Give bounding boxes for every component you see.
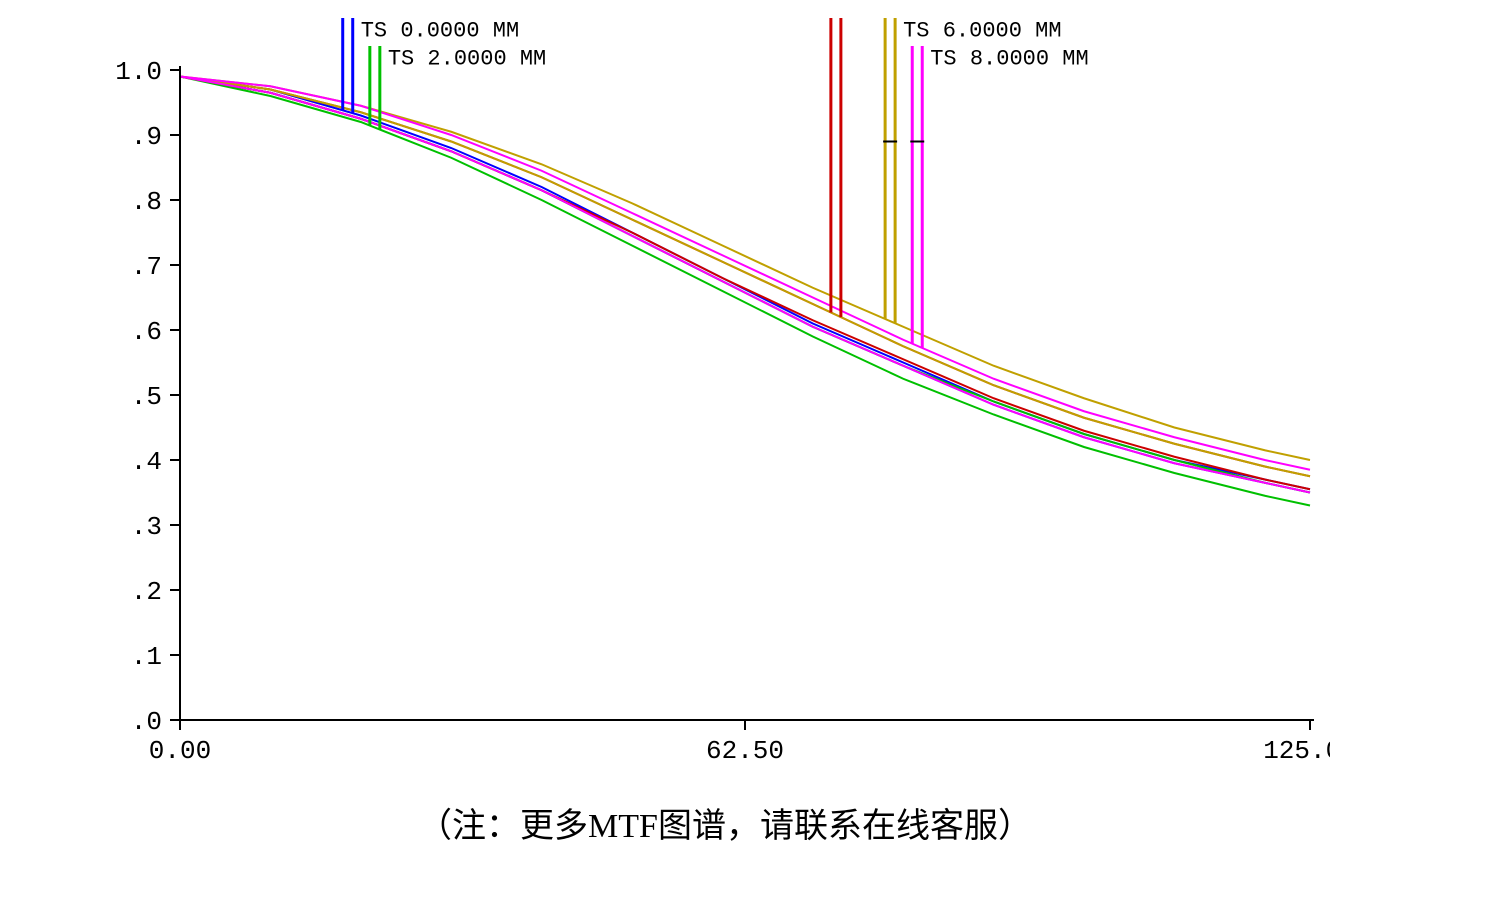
chart-caption: （注：更多MTF图谱，请联系在线客服） (70, 798, 1380, 847)
y-tick-label: .2 (131, 577, 162, 607)
y-tick-label: .1 (131, 642, 162, 672)
x-tick-label: 125.00 (1263, 736, 1330, 766)
y-tick-label: 1.0 (115, 57, 162, 87)
x-tick-label: 62.50 (706, 736, 784, 766)
y-tick-label: .3 (131, 512, 162, 542)
legend-label: TS 6.0000 MM (903, 19, 1061, 44)
y-tick-label: .4 (131, 447, 162, 477)
legend-label: TS 2.0000 MM (388, 47, 546, 72)
y-tick-label: .0 (131, 707, 162, 737)
y-tick-label: .6 (131, 317, 162, 347)
y-tick-label: .8 (131, 187, 162, 217)
y-tick-label: .5 (131, 382, 162, 412)
legend-label: TS 8.0000 MM (930, 47, 1088, 72)
x-tick-label: 0.00 (149, 736, 211, 766)
y-tick-label: .7 (131, 252, 162, 282)
mtf-chart: .0 .1 .2 .3 .4 .5 .6 .7 .8 .9 1.0 0.00 62.50 125.00 TS… (70, 10, 1330, 780)
legend-label: TS 0.0000 MM (361, 19, 519, 44)
y-tick-label: .9 (131, 122, 162, 152)
